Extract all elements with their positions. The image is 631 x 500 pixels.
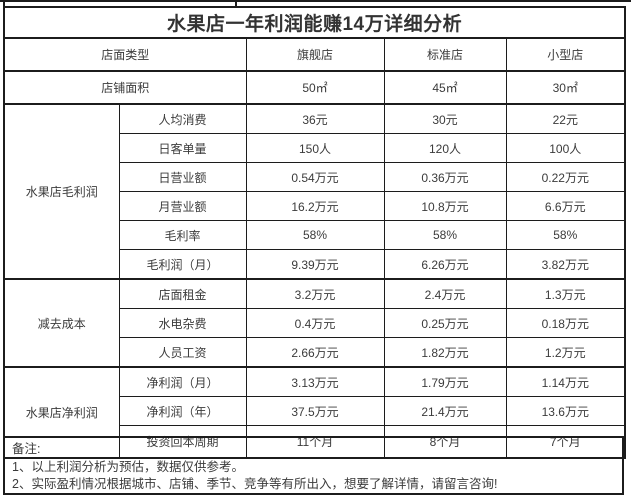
- section-label-costs: 减去成本: [3, 278, 120, 368]
- cell-value: 13.6万元: [505, 396, 626, 426]
- cell-value: 1.2万元: [505, 337, 626, 368]
- cell-value: 8个月: [383, 425, 507, 459]
- row-label: 净利润（年）: [118, 396, 247, 426]
- note-line-2: 2、实际盈利情况根据城市、店铺、季节、竞争等有所出入，想要了解详情，请留言咨询!: [12, 477, 498, 491]
- cell-value: 0.36万元: [383, 162, 507, 192]
- row-label: 人员工资: [118, 337, 247, 368]
- notes-heading: 备注:: [12, 442, 41, 456]
- row-label: 店面租金: [118, 278, 247, 309]
- cell-value: 0.4万元: [245, 308, 385, 338]
- cell-value: 0.22万元: [505, 162, 626, 192]
- table-row: 人员工资 2.66万元 1.82万元 1.2万元: [4, 337, 626, 368]
- cell-value: 1.3万元: [505, 278, 626, 309]
- cell-value: 120人: [383, 133, 507, 163]
- title-row: 水果店一年利润能赚14万详细分析: [3, 6, 626, 39]
- row-label: 日营业额: [118, 162, 247, 192]
- cell-value: 1.82万元: [383, 337, 507, 368]
- table-row: 毛利率 58% 58% 58%: [4, 220, 626, 250]
- cell-value: 100人: [505, 133, 626, 163]
- column-header-small: 小型店: [505, 37, 626, 72]
- row-label: 水电杂费: [118, 308, 247, 338]
- sliver-gridline: [235, 2, 237, 8]
- table-row: 水果店毛利润 人均消费 36元 30元 22元: [3, 103, 626, 280]
- cell-value: 6.26万元: [383, 249, 507, 280]
- table-row: 毛利润（月） 9.39万元 6.26万元 3.82万元: [4, 249, 626, 280]
- column-header-flagship: 旗舰店: [245, 37, 385, 72]
- table-row: 水果店净利润 净利润（月） 3.13万元 1.79万元 1.14万元: [3, 366, 626, 459]
- table-row: 投资回本周期 11个月 8个月 7个月: [4, 425, 626, 459]
- store-type-header-row: 店面类型 旗舰店 标准店 小型店: [3, 37, 626, 72]
- profit-analysis-table: 水果店一年利润能赚14万详细分析 店面类型 旗舰店 标准店 小型店 店铺面积 5…: [3, 6, 627, 459]
- store-area-value: 45㎡: [383, 70, 507, 105]
- row-label: 日客单量: [118, 133, 247, 163]
- row-label: 毛利润（月）: [118, 249, 247, 280]
- cell-value: 2.4万元: [383, 278, 507, 309]
- cell-value: 1.14万元: [505, 366, 626, 397]
- cell-value: 3.82万元: [505, 249, 626, 280]
- cell-value: 0.18万元: [505, 308, 626, 338]
- cell-value: 2.66万元: [245, 337, 385, 368]
- section-label-gross-profit: 水果店毛利润: [3, 103, 120, 280]
- cell-value: 22元: [505, 103, 626, 134]
- store-area-value: 30㎡: [505, 70, 626, 105]
- sliver-gridline: [3, 2, 5, 8]
- row-label: 毛利率: [118, 220, 247, 250]
- cell-value: 0.54万元: [245, 162, 385, 192]
- page-title: 水果店一年利润能赚14万详细分析: [3, 6, 626, 39]
- table-row: 减去成本 店面租金 3.2万元 2.4万元 1.3万元: [3, 278, 626, 368]
- section-label-net-profit: 水果店净利润: [3, 366, 120, 459]
- cell-value: 58%: [383, 220, 507, 250]
- cell-value: 30元: [383, 103, 507, 134]
- cell-value: 21.4万元: [383, 396, 507, 426]
- note-line-1: 1、以上利润分析为预估，数据仅供参考。: [12, 459, 244, 474]
- cell-value: 1.79万元: [383, 366, 507, 397]
- cell-value: 9.39万元: [245, 249, 385, 280]
- cell-value: 0.25万元: [383, 308, 507, 338]
- cell-value: 6.6万元: [505, 191, 626, 221]
- table-row: 月营业额 16.2万元 10.8万元 6.6万元: [4, 191, 626, 221]
- cell-value: 3.13万元: [245, 366, 385, 397]
- notes-box: 备注: 1、以上利润分析为预估，数据仅供参考。 2、实际盈利情况根据城市、店铺、…: [3, 436, 624, 495]
- cell-value: 37.5万元: [245, 396, 385, 426]
- cell-value: 36元: [245, 103, 385, 134]
- store-area-label: 店铺面积: [3, 70, 247, 105]
- row-label: 月营业额: [118, 191, 247, 221]
- cell-value: 3.2万元: [245, 278, 385, 309]
- column-header-standard: 标准店: [383, 37, 507, 72]
- store-type-label: 店面类型: [3, 37, 247, 72]
- cell-value: 10.8万元: [383, 191, 507, 221]
- row-label: 净利润（月）: [118, 366, 247, 397]
- row-label: 人均消费: [118, 103, 247, 134]
- cell-value: 58%: [245, 220, 385, 250]
- cell-value: 58%: [505, 220, 626, 250]
- table-row: 净利润（年） 37.5万元 21.4万元 13.6万元: [4, 396, 626, 426]
- cell-value: 150人: [245, 133, 385, 163]
- cell-value: 16.2万元: [245, 191, 385, 221]
- table-row: 水电杂费 0.4万元 0.25万元 0.18万元: [4, 308, 626, 338]
- store-area-value: 50㎡: [245, 70, 385, 105]
- cropped-row-above-sliver: [0, 0, 631, 8]
- cell-value: 11个月: [245, 425, 385, 459]
- store-area-row: 店铺面积 50㎡ 45㎡ 30㎡: [3, 70, 626, 105]
- cell-value: 7个月: [505, 425, 626, 459]
